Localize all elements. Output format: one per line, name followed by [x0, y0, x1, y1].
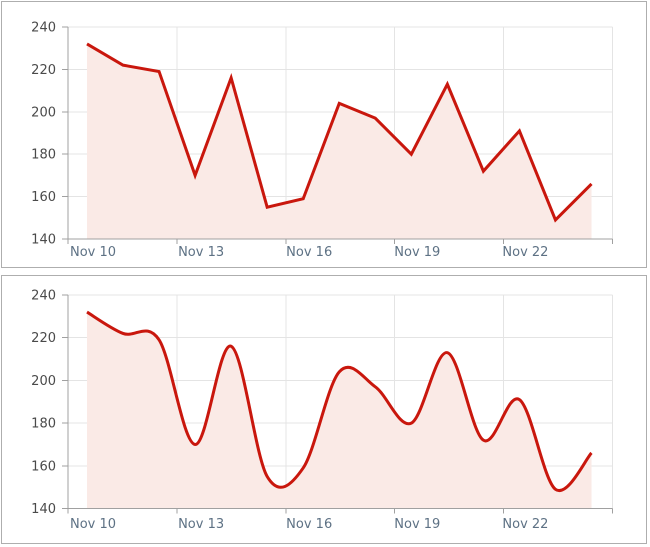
svg-text:Nov 19: Nov 19	[394, 245, 440, 260]
svg-text:240: 240	[31, 289, 56, 304]
svg-text:180: 180	[31, 417, 56, 432]
x-axis-labels: Nov 10 Nov 13 Nov 16 Nov 19 Nov 22	[70, 517, 548, 532]
svg-text:180: 180	[31, 148, 56, 163]
svg-text:Nov 22: Nov 22	[502, 245, 548, 260]
series-area	[87, 312, 592, 509]
series-line	[86, 310, 593, 493]
chart-panel-spline: 140 160 180 200 220 240 Nov 10 Nov 13 Nov 16 Nov …	[1, 275, 647, 544]
chart-panel-linear: 140 160 180 200 220 240 Nov 10 Nov 13 Nov 16 Nov …	[1, 1, 647, 268]
svg-text:Nov 10: Nov 10	[70, 517, 116, 532]
y-axis-labels: 140 160 180 200 220 240	[31, 289, 56, 518]
x-axis-labels: Nov 10 Nov 13 Nov 16 Nov 19 Nov 22	[70, 245, 548, 260]
svg-text:Nov 13: Nov 13	[178, 245, 224, 260]
axes	[67, 27, 613, 240]
svg-text:Nov 16: Nov 16	[286, 517, 332, 532]
svg-text:160: 160	[31, 190, 56, 205]
series-line	[86, 42, 593, 223]
svg-text:Nov 13: Nov 13	[178, 517, 224, 532]
axes	[67, 295, 613, 509]
svg-text:200: 200	[31, 105, 56, 120]
tick-marks	[62, 26, 613, 244]
svg-text:Nov 10: Nov 10	[70, 245, 116, 260]
svg-text:220: 220	[31, 63, 56, 78]
svg-text:200: 200	[31, 374, 56, 389]
svg-text:Nov 19: Nov 19	[394, 517, 440, 532]
svg-text:160: 160	[31, 459, 56, 474]
svg-text:240: 240	[31, 21, 56, 36]
series-area	[87, 43, 592, 240]
y-axis-labels: 140 160 180 200 220 240	[31, 21, 56, 248]
svg-text:220: 220	[31, 331, 56, 346]
svg-text:140: 140	[31, 502, 56, 517]
svg-text:Nov 22: Nov 22	[502, 517, 548, 532]
svg-text:Nov 16: Nov 16	[286, 245, 332, 260]
tick-marks	[62, 294, 613, 514]
svg-text:140: 140	[31, 233, 56, 248]
